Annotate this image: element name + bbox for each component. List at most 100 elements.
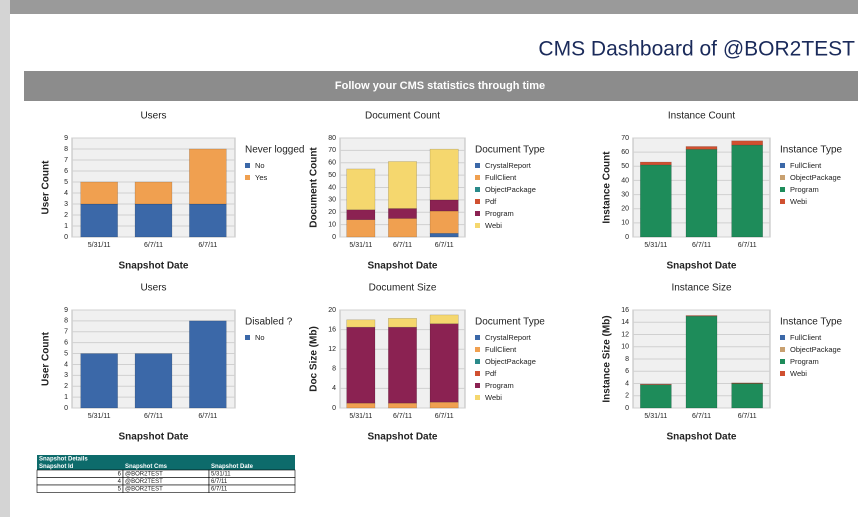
table-cell-text: @BOR2TEST xyxy=(125,486,163,492)
table-header: Snapshot Cms xyxy=(125,464,168,470)
legend-title: Document Type xyxy=(475,317,545,328)
x-tick-label: 6/7/11 xyxy=(144,413,163,420)
table-cell-text: 5/31/11 xyxy=(211,471,231,477)
legend-swatch xyxy=(475,335,480,340)
bar-segment xyxy=(685,315,718,317)
table-cell-text: 6 xyxy=(118,471,122,477)
bar-segment xyxy=(346,326,376,404)
chart-title: Document Size xyxy=(369,283,437,294)
y-axis-label: Doc Size (Mb) xyxy=(309,326,320,392)
y-tick-label: 10 xyxy=(621,220,629,227)
y-tick-label: 7 xyxy=(64,329,68,336)
legend-label: FullClient xyxy=(790,161,822,170)
bar-segment xyxy=(189,203,227,238)
y-tick-label: 30 xyxy=(621,191,629,198)
legend-label: FullClient xyxy=(790,333,822,342)
x-axis-label: Snapshot Date xyxy=(367,261,437,272)
legend-label: ObjectPackage xyxy=(485,185,536,194)
legend-swatch xyxy=(475,223,480,228)
legend-swatch xyxy=(780,347,785,352)
bar-segment xyxy=(388,208,417,219)
bar-segment xyxy=(731,383,763,409)
y-axis-label: Document Count xyxy=(309,147,320,228)
legend-title: Instance Type xyxy=(780,317,843,328)
legend-label: Pdf xyxy=(485,369,497,378)
y-tick-label: 0 xyxy=(625,405,629,412)
legend-label: Webi xyxy=(485,393,502,402)
legend-label: Webi xyxy=(790,369,807,378)
legend-swatch xyxy=(475,175,480,180)
chart-title: Document Count xyxy=(365,111,440,122)
x-tick-label: 5/31/11 xyxy=(349,413,372,420)
table-cell-text: @BOR2TEST xyxy=(125,471,163,477)
legend-swatch xyxy=(780,199,785,204)
bar-segment xyxy=(346,209,376,220)
bar-segment xyxy=(640,384,672,409)
legend-label: Program xyxy=(485,209,514,218)
legend-label: CrystalReport xyxy=(485,161,532,170)
y-tick-label: 4 xyxy=(332,385,336,392)
legend-swatch xyxy=(475,211,480,216)
legend-label: No xyxy=(255,333,265,342)
table-cell-text: 6/7/11 xyxy=(211,479,228,485)
table-title-bg xyxy=(37,455,295,463)
table-cell xyxy=(36,477,124,486)
y-tick-label: 0 xyxy=(625,234,629,241)
legend-label: ObjectPackage xyxy=(790,345,841,354)
y-tick-label: 2 xyxy=(625,393,629,400)
bar-segment xyxy=(429,233,459,238)
legend-swatch xyxy=(780,359,785,364)
legend-swatch xyxy=(475,199,480,204)
legend-swatch xyxy=(245,175,250,180)
bar-segment xyxy=(346,402,376,409)
x-tick-label: 5/31/11 xyxy=(349,242,372,249)
y-tick-label: 5 xyxy=(64,179,68,186)
y-tick-label: 6 xyxy=(64,340,68,347)
x-tick-label: 6/7/11 xyxy=(435,413,454,420)
legend-title: Never logged xyxy=(245,145,304,156)
chart-title: Instance Size xyxy=(671,283,731,294)
legend-title: Disabled ? xyxy=(245,317,293,328)
y-tick-label: 8 xyxy=(332,366,336,373)
legend-label: Program xyxy=(485,381,514,390)
y-tick-label: 20 xyxy=(328,209,336,216)
x-axis-label: Snapshot Date xyxy=(367,432,437,443)
x-axis-label: Snapshot Date xyxy=(118,261,188,272)
legend-swatch xyxy=(475,163,480,168)
bar-segment xyxy=(640,383,672,385)
y-tick-label: 70 xyxy=(621,135,629,142)
y-tick-label: 1 xyxy=(64,394,68,401)
window-frame xyxy=(0,0,858,14)
x-tick-label: 6/7/11 xyxy=(144,242,163,249)
y-tick-label: 50 xyxy=(621,163,629,170)
legend-swatch xyxy=(780,335,785,340)
x-tick-label: 5/31/11 xyxy=(88,413,111,420)
legend-label: Program xyxy=(790,357,819,366)
legend-label: Yes xyxy=(255,173,267,182)
x-tick-label: 5/31/11 xyxy=(644,413,667,420)
table-cell xyxy=(208,484,296,493)
legend-swatch xyxy=(475,187,480,192)
y-tick-label: 16 xyxy=(328,326,336,333)
table-header: Snapshot Id xyxy=(39,464,74,470)
table-header: Snapshot Date xyxy=(211,464,254,470)
bar-segment xyxy=(134,353,173,409)
legend-swatch xyxy=(245,335,250,340)
y-tick-label: 10 xyxy=(621,344,629,351)
y-tick-label: 60 xyxy=(328,160,336,167)
y-tick-label: 2 xyxy=(64,212,68,219)
y-tick-label: 40 xyxy=(621,177,629,184)
banner xyxy=(24,71,858,101)
table-cell-text: 4 xyxy=(118,479,122,485)
chart-title: Users xyxy=(140,111,166,122)
y-tick-label: 12 xyxy=(328,346,336,353)
bar-segment xyxy=(429,210,459,234)
bar-segment xyxy=(640,164,672,238)
bar-segment xyxy=(388,402,417,409)
legend-label: ObjectPackage xyxy=(485,357,536,366)
y-tick-label: 0 xyxy=(64,405,68,412)
y-tick-label: 6 xyxy=(625,368,629,375)
y-tick-label: 0 xyxy=(332,234,336,241)
